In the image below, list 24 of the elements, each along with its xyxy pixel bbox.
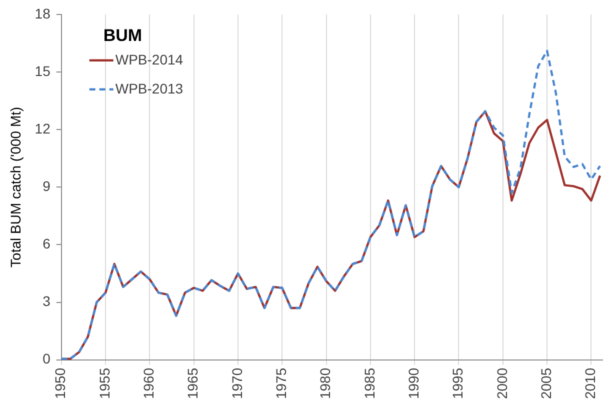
x-tick-label: 1960 (140, 368, 157, 400)
legend-label: WPB-2014 (115, 51, 184, 68)
y-tick-label: 18 (34, 5, 51, 22)
x-tick-label: 1980 (317, 368, 334, 400)
y-tick-label: 6 (42, 236, 51, 252)
y-tick-label: 12 (34, 120, 51, 136)
y-tick-label: 15 (34, 62, 51, 79)
x-tick-label: 1975 (272, 368, 289, 400)
x-tick-label: 1955 (96, 368, 112, 400)
x-tick-label: 1950 (52, 368, 68, 400)
x-tick-label: 2010 (582, 368, 598, 400)
y-tick-label: 0 (42, 350, 51, 367)
y-axis-title: Total BUM catch ('000 Mt) (7, 106, 24, 268)
y-tick-label: 9 (42, 178, 51, 194)
legend-label: WPB-2013 (115, 80, 184, 96)
y-tick-label: 3 (42, 293, 51, 310)
x-tick-label: 1990 (405, 368, 422, 400)
x-tick-label: 1995 (450, 368, 466, 400)
x-tick-label: 1965 (184, 368, 201, 400)
x-tick-label: 1985 (361, 368, 378, 400)
x-tick-label: 2000 (494, 368, 510, 400)
x-tick-label: 2005 (538, 368, 554, 400)
x-tick-label: 1970 (228, 368, 245, 400)
legend-title: BUM (103, 26, 142, 46)
